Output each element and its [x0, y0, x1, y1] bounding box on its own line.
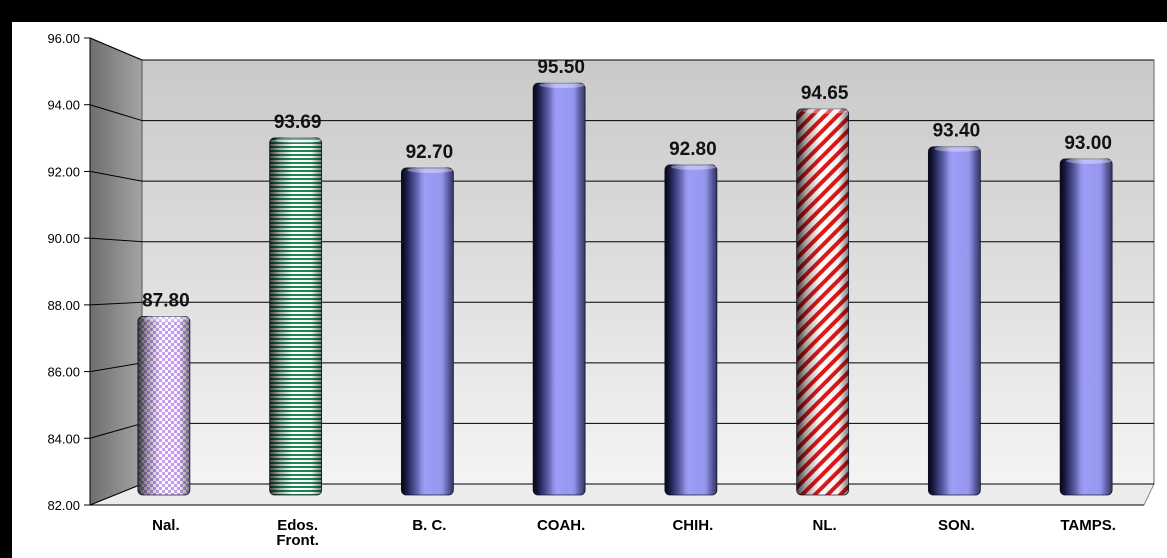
- bar-6: [927, 145, 981, 496]
- bar-top-highlight: [539, 82, 586, 89]
- y-gridline-side: [89, 170, 143, 182]
- y-gridline-side: [89, 362, 143, 373]
- y-tick-label: 94.00: [47, 98, 80, 113]
- bar-3: [532, 82, 586, 496]
- x-tick-label: B. C.: [412, 517, 446, 534]
- bar-value-label: 92.80: [669, 139, 717, 160]
- bar-value-label: 93.00: [1064, 133, 1112, 154]
- bar-top-highlight: [802, 107, 849, 114]
- bar-shading: [269, 137, 322, 495]
- bar-2: [400, 166, 454, 496]
- chart-svg: 82.00 84.00 86.00 88.00 90.00 92.00 94.00 96.00…: [12, 22, 1167, 558]
- x-tick-label: Front.: [276, 532, 319, 549]
- bar-top-highlight: [934, 145, 981, 152]
- bar-4: [664, 163, 718, 496]
- y-tick-label: 92.00: [47, 164, 80, 179]
- y-gridline-side: [89, 483, 143, 506]
- bar-value-label: 92.70: [406, 142, 454, 163]
- y-tick-label: 86.00: [47, 365, 80, 380]
- x-tick-label: Edos.: [277, 517, 318, 534]
- y-gridline-side: [89, 104, 143, 122]
- bar-top-highlight: [143, 315, 190, 322]
- bar-shading: [533, 83, 586, 495]
- bar-shading: [1060, 158, 1113, 495]
- y-tick-label: 88.00: [47, 298, 80, 313]
- y-tick-label: 82.00: [47, 498, 80, 513]
- bar-shading: [137, 316, 190, 495]
- bar-top-highlight: [275, 136, 322, 143]
- y-tick-label: 96.00: [47, 31, 80, 46]
- bar-value-label: 94.65: [801, 83, 849, 104]
- x-tick-label: TAMPS.: [1060, 517, 1116, 534]
- y-gridline-side: [89, 422, 143, 439]
- bar-0: [137, 315, 191, 496]
- x-tick-label: NL.: [813, 517, 837, 534]
- bar-1: [269, 136, 323, 496]
- bar-shading: [401, 167, 454, 495]
- chart-floor: [89, 483, 1155, 506]
- bar-shading: [664, 164, 717, 495]
- x-tick-label: SON.: [938, 517, 975, 534]
- bar-5: [796, 107, 850, 496]
- bar-shading: [796, 108, 849, 495]
- bar-value-label: 93.69: [274, 112, 322, 133]
- bar-value-label: 93.40: [933, 121, 981, 142]
- bar-top-highlight: [407, 166, 454, 173]
- bar-7: [1059, 157, 1113, 496]
- y-tick-label: 84.00: [47, 431, 80, 446]
- y-gridline-side: [89, 37, 143, 61]
- x-tick-label: Nal.: [152, 517, 180, 534]
- x-tick-label: COAH.: [537, 517, 585, 534]
- chart-side-wall: [89, 37, 143, 506]
- bar-value-label: 87.80: [142, 290, 190, 311]
- y-tick-label: 90.00: [47, 231, 80, 246]
- y-gridline-side: [89, 301, 143, 306]
- bar-shading: [928, 146, 981, 495]
- bar-top-highlight: [670, 163, 717, 170]
- bar-top-highlight: [1066, 157, 1113, 164]
- bar-value-label: 95.50: [537, 57, 585, 78]
- x-tick-label: CHIH.: [672, 517, 713, 534]
- y-gridline-side: [89, 237, 143, 243]
